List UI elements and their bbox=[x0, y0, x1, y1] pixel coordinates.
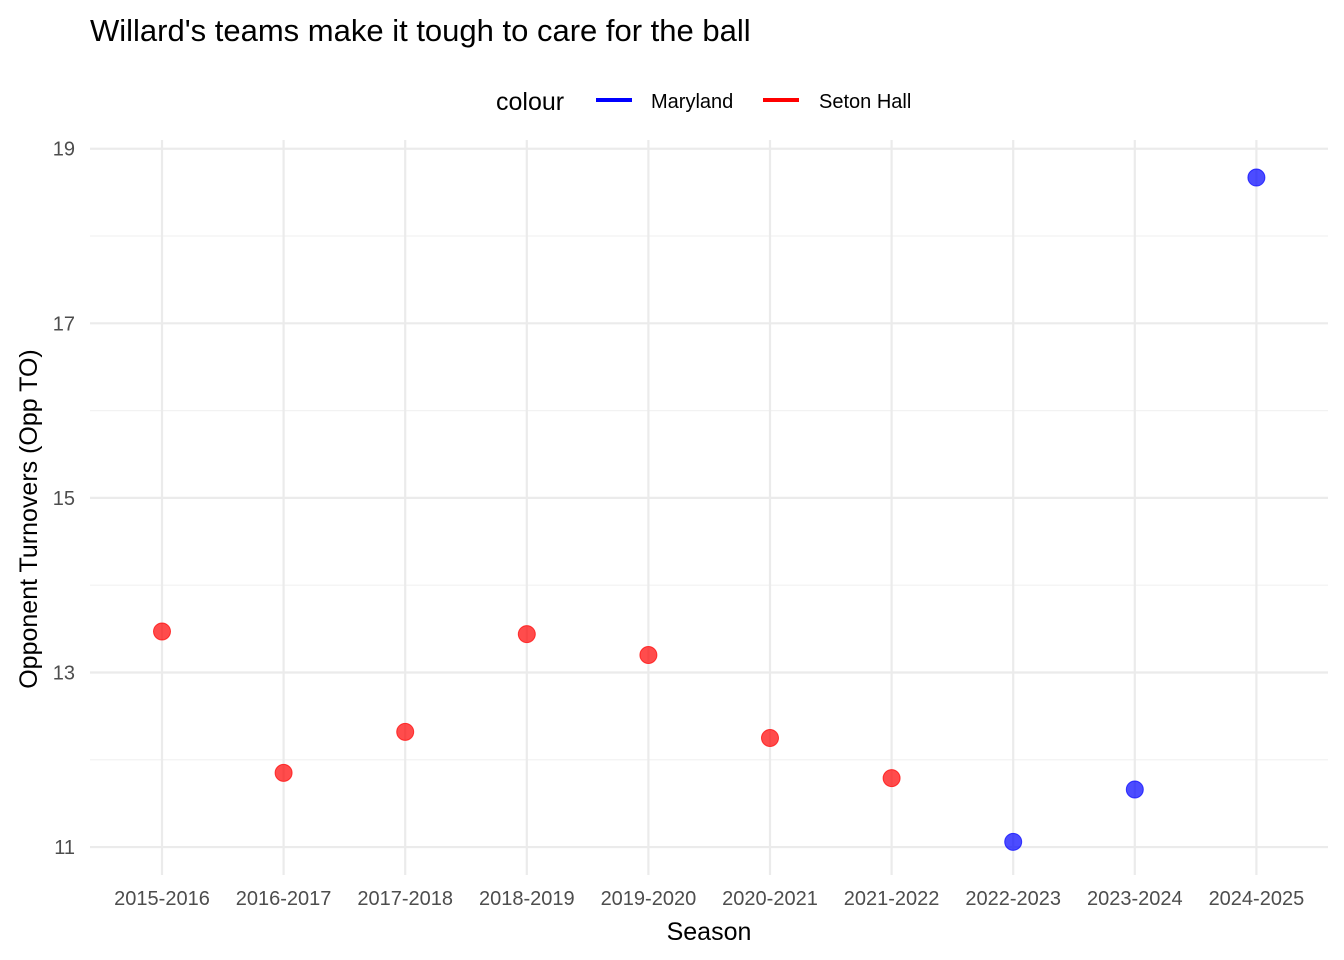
data-point bbox=[274, 763, 293, 782]
legend-title: colour bbox=[496, 88, 564, 116]
y-axis-title: Opponent Turnovers (Opp TO) bbox=[15, 349, 43, 689]
y-tick-label: 11 bbox=[54, 837, 75, 859]
data-point bbox=[1004, 832, 1023, 851]
grid-minor bbox=[90, 235, 1328, 761]
x-tick-label: 2017-2018 bbox=[357, 888, 453, 910]
y-tick-label: 17 bbox=[53, 313, 75, 335]
y-tick-label: 13 bbox=[53, 662, 75, 684]
data-point bbox=[153, 622, 171, 641]
legend-label: Seton Hall bbox=[819, 91, 911, 113]
y-axis-ticks: 11 13 15 17 19 bbox=[53, 139, 75, 859]
data-point bbox=[396, 722, 415, 741]
data-point bbox=[1247, 168, 1266, 187]
x-tick-label: 2023-2024 bbox=[1087, 888, 1183, 910]
data-point bbox=[761, 728, 779, 747]
x-tick-label: 2019-2020 bbox=[601, 888, 697, 910]
x-tick-label: 2020-2021 bbox=[722, 888, 818, 910]
x-axis-ticks: 2015-2016 2016-2017 2017-2018 2018-2019 2019… bbox=[114, 888, 1304, 910]
grid-major bbox=[90, 140, 1328, 875]
legend: colour Maryland Seton Hall bbox=[496, 88, 911, 116]
y-tick-label: 19 bbox=[53, 139, 75, 161]
data-point bbox=[1125, 780, 1144, 799]
x-tick-label: 2024-2025 bbox=[1209, 888, 1305, 910]
x-tick-label: 2018-2019 bbox=[479, 888, 575, 910]
x-tick-label: 2022-2023 bbox=[965, 888, 1061, 910]
x-tick-label: 2021-2022 bbox=[844, 888, 940, 910]
data-point bbox=[882, 769, 901, 788]
legend-label: Maryland bbox=[651, 91, 733, 113]
data-point bbox=[639, 646, 658, 665]
y-tick-label: 15 bbox=[53, 488, 75, 510]
chart-title: Willard's teams make it tough to care fo… bbox=[90, 13, 751, 48]
x-tick-label: 2015-2016 bbox=[114, 888, 210, 910]
data-points bbox=[153, 168, 1266, 851]
x-tick-label: 2016-2017 bbox=[236, 888, 332, 910]
data-point bbox=[517, 625, 536, 644]
x-axis-title: Season bbox=[667, 918, 752, 946]
